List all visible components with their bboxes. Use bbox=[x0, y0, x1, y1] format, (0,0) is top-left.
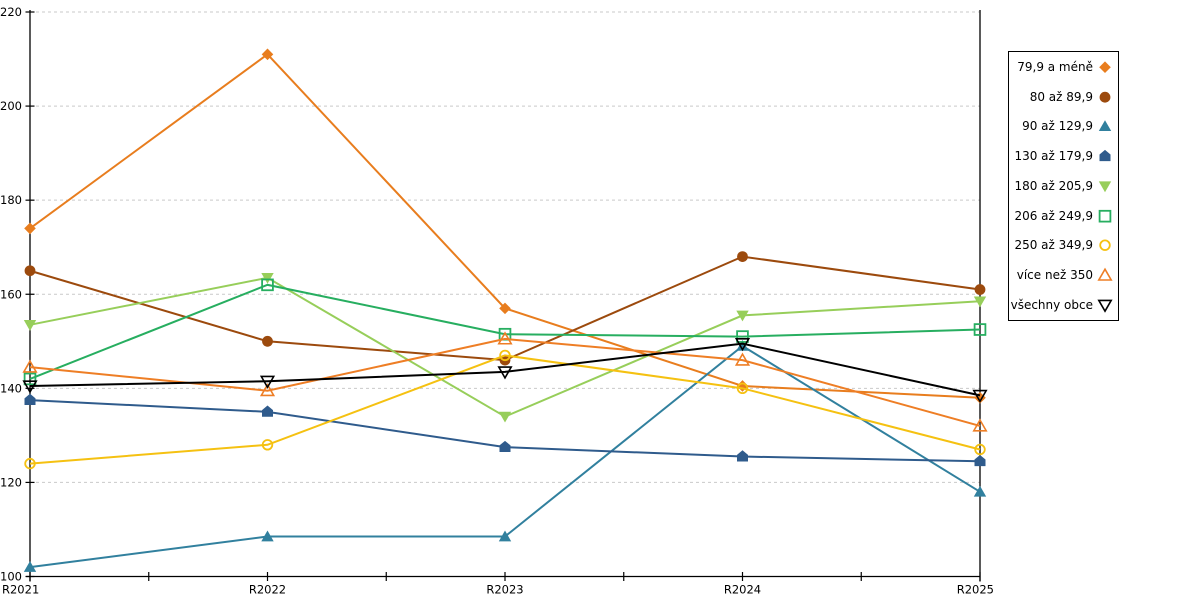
y-tick-label-100: 100 bbox=[0, 570, 22, 584]
legend-item-1: 79,9 a méně bbox=[1009, 52, 1118, 81]
series-9 bbox=[22, 338, 988, 403]
y-tick-label-140: 140 bbox=[0, 381, 22, 395]
data-point-marker bbox=[261, 48, 274, 61]
x-tick-label-3: R2024 bbox=[724, 583, 761, 597]
square-marker-icon bbox=[1098, 209, 1112, 223]
data-point-marker bbox=[974, 454, 986, 467]
legend-item-5: 180 až 205,9 bbox=[1009, 171, 1118, 200]
data-point-marker bbox=[22, 380, 38, 394]
triangle-down-marker-icon bbox=[1098, 181, 1112, 193]
data-point-marker bbox=[499, 349, 511, 362]
data-point-marker bbox=[736, 339, 749, 351]
x-tick-label-1: R2022 bbox=[249, 583, 286, 597]
data-point-marker bbox=[497, 366, 513, 380]
data-point-marker bbox=[261, 278, 274, 292]
legend-item-4: 130 až 179,9 bbox=[1009, 142, 1118, 171]
data-point-marker bbox=[259, 375, 276, 389]
y-tick-label-200: 200 bbox=[0, 99, 22, 113]
legend-item-7: 250 až 349,9 bbox=[1009, 231, 1118, 260]
data-point-marker bbox=[972, 389, 988, 403]
data-point-marker bbox=[261, 272, 274, 284]
data-point-marker bbox=[973, 485, 987, 497]
data-point-marker bbox=[262, 335, 273, 347]
data-point-marker bbox=[24, 457, 36, 470]
data-point-marker bbox=[261, 439, 274, 451]
legend-label: 79,9 a méně bbox=[1017, 59, 1093, 74]
data-point-marker bbox=[23, 372, 37, 386]
data-point-marker bbox=[24, 222, 36, 235]
x-tick-label-2: R2023 bbox=[486, 583, 523, 597]
data-point-marker bbox=[737, 251, 748, 263]
data-point-marker bbox=[498, 411, 512, 423]
data-point-marker bbox=[261, 530, 274, 542]
data-point-marker bbox=[736, 310, 749, 322]
y-tick-label-160: 160 bbox=[0, 287, 22, 301]
data-point-marker bbox=[22, 359, 38, 373]
series-3 bbox=[23, 339, 987, 572]
legend-item-9: všechny obce bbox=[1009, 291, 1118, 320]
pentagon-marker-icon bbox=[1099, 150, 1111, 162]
x-tick-label-4: R2025 bbox=[957, 583, 994, 597]
data-point-marker bbox=[974, 391, 986, 404]
data-point-marker bbox=[734, 352, 751, 366]
legend-label: 90 až 129,9 bbox=[1022, 119, 1093, 134]
data-point-marker bbox=[737, 450, 748, 462]
data-point-marker bbox=[23, 320, 37, 331]
data-point-marker bbox=[972, 418, 988, 432]
data-point-marker bbox=[974, 443, 986, 456]
data-point-marker bbox=[497, 331, 513, 345]
data-point-marker bbox=[736, 380, 749, 392]
chart-legend: 79,9 a méně 80 až 89,9 90 až 129,9 130 až 1… bbox=[1008, 51, 1119, 321]
data-point-marker bbox=[262, 405, 273, 417]
y-tick-label-220: 220 bbox=[0, 5, 22, 19]
series-line-5 bbox=[29, 276, 981, 418]
data-point-marker bbox=[24, 393, 36, 405]
y-tick-label-120: 120 bbox=[0, 475, 22, 489]
data-point-marker bbox=[736, 330, 749, 343]
legend-label: 250 až 349,9 bbox=[1014, 238, 1093, 253]
legend-label: 130 až 179,9 bbox=[1014, 149, 1093, 164]
data-point-marker bbox=[499, 440, 511, 453]
data-point-marker bbox=[973, 323, 987, 336]
legend-item-2: 80 až 89,9 bbox=[1009, 82, 1118, 111]
triangle-up-marker-icon bbox=[1098, 120, 1112, 132]
legend-label: 180 až 205,9 bbox=[1014, 178, 1093, 193]
x-tick-label-0: R2021 bbox=[2, 583, 39, 597]
y-tick-label-180: 180 bbox=[0, 193, 22, 207]
data-point-marker bbox=[24, 265, 36, 277]
legend-item-6: 206 až 249,9 bbox=[1009, 201, 1118, 230]
legend-item-8: více než 350 bbox=[1009, 261, 1118, 290]
circle-marker-icon bbox=[1099, 91, 1111, 103]
diamond-marker-icon bbox=[1099, 61, 1111, 73]
series-7 bbox=[24, 349, 986, 470]
legend-label: všechny obce bbox=[1010, 298, 1093, 312]
series-line-9 bbox=[29, 342, 981, 397]
data-point-marker bbox=[23, 561, 37, 572]
series-4 bbox=[24, 393, 986, 467]
legend-label: 206 až 249,9 bbox=[1014, 208, 1093, 223]
series-5 bbox=[23, 272, 987, 423]
data-point-marker bbox=[259, 383, 276, 397]
data-point-marker bbox=[499, 302, 511, 315]
legend-label: více než 350 bbox=[1016, 268, 1093, 283]
data-point-marker bbox=[974, 284, 986, 295]
triangle-up-marker-icon bbox=[1097, 267, 1113, 282]
circle-marker-icon bbox=[1099, 239, 1111, 252]
series-1 bbox=[24, 48, 986, 404]
series-line-7 bbox=[29, 354, 981, 465]
data-point-marker bbox=[736, 382, 749, 395]
data-point-marker bbox=[498, 530, 512, 542]
legend-label: 80 až 89,9 bbox=[1029, 89, 1093, 104]
data-point-marker bbox=[973, 296, 987, 308]
data-point-marker bbox=[734, 338, 751, 352]
triangle-down-marker-icon bbox=[1097, 299, 1113, 313]
legend-item-3: 90 až 129,9 bbox=[1009, 112, 1118, 141]
